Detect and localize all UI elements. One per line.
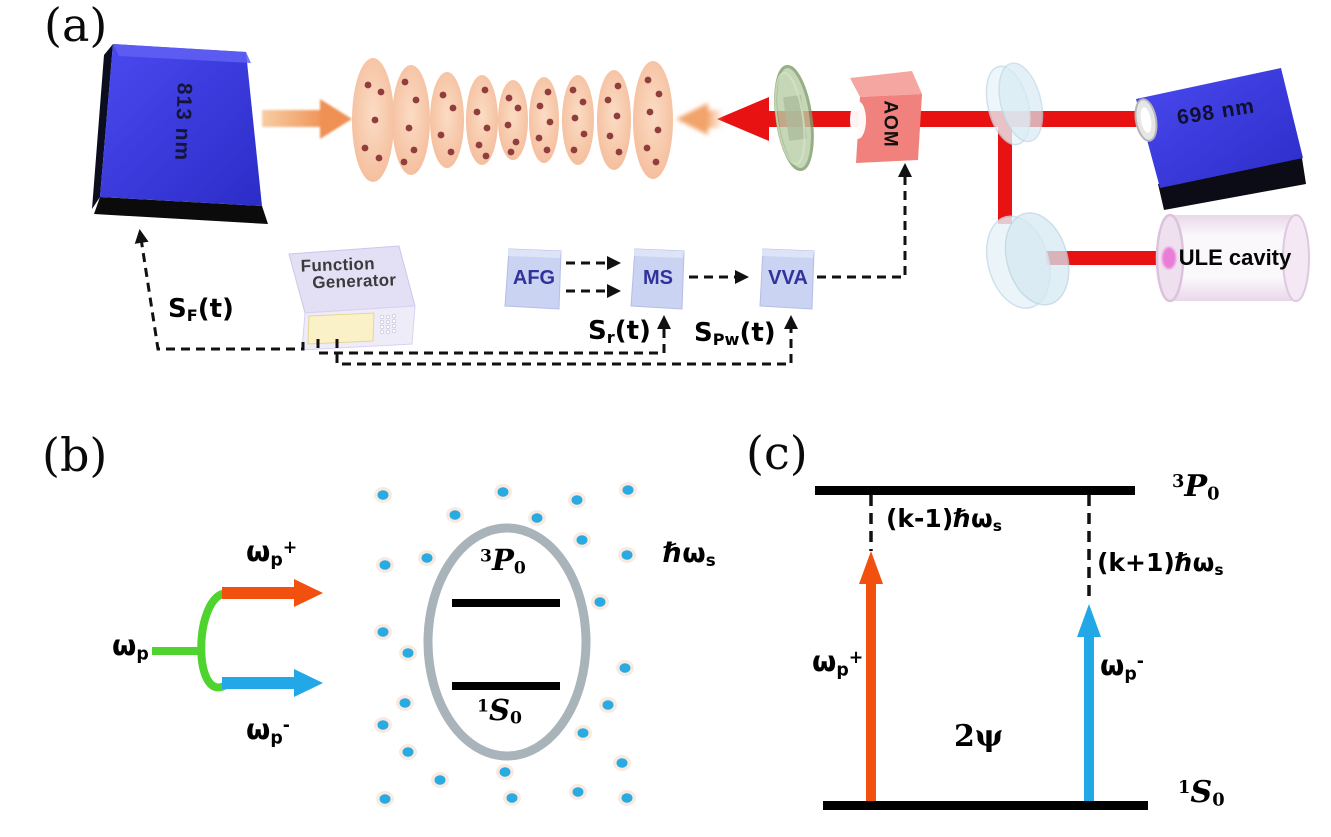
laser-813-box — [92, 44, 268, 224]
control-connections — [134, 163, 912, 366]
afg-label: AFG — [512, 267, 556, 289]
ule-cavity — [1155, 213, 1310, 303]
ms-label: MS — [643, 267, 673, 289]
two-psi-label: 2ψ — [954, 719, 1004, 754]
steering-mirror — [985, 212, 1070, 309]
k-minus-label: (k-1)ℏωs — [886, 504, 1003, 535]
omega-p-plus-arrow — [222, 579, 323, 607]
signal-sf-label: SF(t) — [168, 294, 234, 326]
dash-vva-aom — [817, 163, 912, 279]
lattice-disk — [529, 77, 559, 163]
lattice-disk — [633, 61, 673, 179]
vva-box — [759, 248, 815, 310]
fg-screen — [307, 312, 375, 345]
converted-beam-arrow — [676, 103, 724, 135]
omega-p-minus-label-c: ωp- — [1100, 649, 1144, 685]
pump-beam-813 — [262, 99, 352, 139]
dash-fg-vva — [335, 315, 798, 366]
k-plus-label: (k+1)ℏωs — [1097, 548, 1224, 579]
lattice-disk — [466, 75, 498, 165]
beam-to-cavity-horizontal — [1046, 251, 1170, 265]
ms-box — [630, 248, 685, 310]
level-3p0-label-c: 3P0 — [1172, 469, 1220, 505]
signal-spw-label: SPw(t) — [694, 318, 776, 350]
splitter-fork — [197, 589, 229, 692]
vva-label: VVA — [768, 267, 808, 289]
atom-cloud — [374, 482, 637, 807]
dash-fg-ms — [316, 315, 671, 355]
level-bar-1s0-b — [452, 682, 560, 690]
omega-p-plus-arrow-c — [859, 551, 883, 801]
aom-label: AOM — [879, 100, 901, 148]
laser-aperture — [1134, 98, 1158, 142]
function-generator-box — [288, 245, 416, 351]
dash-fg-laser-sf — [134, 229, 305, 351]
beam-splitting-sketch — [152, 579, 323, 697]
dichroic-mirror — [774, 64, 814, 172]
laser-813-label: 813 nm — [170, 82, 196, 162]
omega-p-plus-label-c: ωp+ — [812, 645, 864, 681]
level-3p0-label-b: 3P0 — [480, 543, 526, 579]
signal-sr-label: Sr(t) — [588, 316, 651, 348]
omega-p-plus-label-b: ωp+ — [246, 535, 298, 571]
level-1s0-label-c: 1S0 — [1178, 775, 1225, 811]
function-generator-label: Function Generator — [300, 254, 397, 293]
energy-level-diagram — [815, 486, 1148, 810]
lattice-disk — [562, 75, 594, 165]
atom-dots — [377, 485, 634, 804]
omega-p-label: ωp — [112, 629, 149, 665]
lattice-disk — [430, 72, 464, 168]
omega-p-minus-label-b: ωp- — [246, 713, 290, 749]
level-bar-3p0-b — [452, 599, 560, 607]
ule-cavity-label: ULE cavity — [1178, 245, 1292, 270]
level-bar-3p0-c — [815, 486, 1135, 495]
afg-box — [504, 248, 562, 310]
beamsplitter — [985, 62, 1044, 146]
panel-c-label: (c) — [746, 426, 808, 480]
panel-a-label: (a) — [44, 0, 108, 52]
aom-box — [850, 71, 922, 163]
atom-ellipse-outline — [423, 523, 591, 761]
panel-b-label: (b) — [42, 428, 108, 482]
level-bar-1s0-c — [823, 801, 1148, 810]
lattice-disk — [498, 80, 528, 160]
lattice-disk — [352, 58, 394, 182]
level-1s0-label-b: 1S0 — [477, 693, 522, 729]
cavity-beam-glow — [1162, 247, 1176, 269]
omega-p-minus-arrow — [222, 669, 323, 697]
hbar-omega-s-label: ℏωs — [663, 538, 716, 571]
optical-lattice — [352, 58, 673, 182]
lattice-disk — [597, 70, 631, 170]
probe-arrow-left — [717, 97, 769, 141]
fg-buttons — [379, 313, 397, 335]
laser-698-box — [1134, 68, 1306, 210]
omega-p-minus-arrow-c — [1077, 604, 1101, 801]
lattice-disk — [392, 65, 430, 175]
